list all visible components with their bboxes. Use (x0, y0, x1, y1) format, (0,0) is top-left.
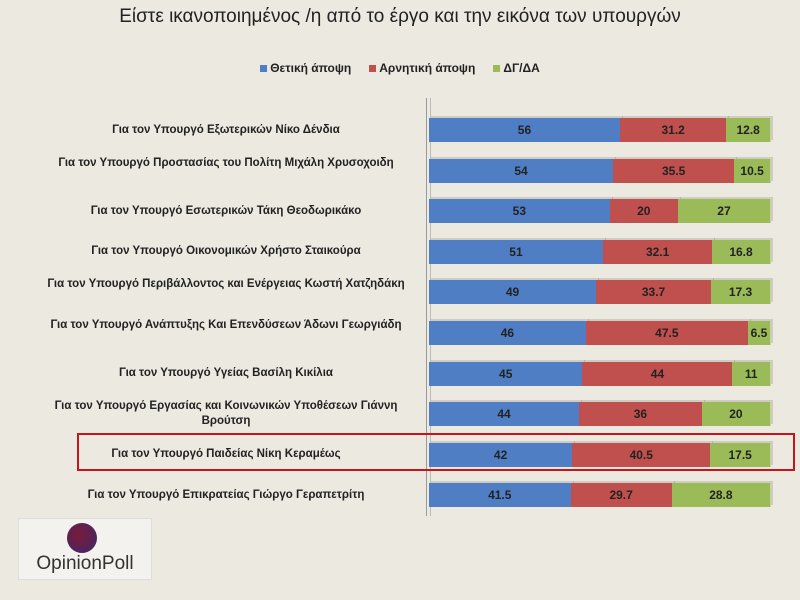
bar-segment (609, 199, 679, 224)
data-label: 54 (514, 163, 528, 178)
bar-segment (429, 199, 611, 224)
data-label: 33.7 (641, 285, 666, 300)
bar-segment (732, 361, 771, 386)
data-label: 47.5 (655, 326, 679, 340)
legend-item: ΔΓ/ΔΑ (493, 61, 540, 75)
bar-segment (579, 402, 703, 427)
bar-segment (671, 483, 771, 508)
category-label: Για τον Υπουργό Ανάπτυξης Και Επενδύσεων… (50, 319, 402, 331)
data-label: 6.5 (750, 326, 768, 340)
bar-segment (747, 321, 771, 345)
data-label: 42 (493, 447, 508, 462)
bar-segment (596, 280, 712, 305)
bar-segment (585, 321, 749, 345)
bar-segment (429, 483, 572, 508)
category-label: Για τον Υπουργό Εσωτερικών Τάκη Θεοδωρικ… (90, 204, 362, 217)
bar-segment (619, 118, 728, 142)
highlight-box (77, 433, 795, 471)
bar-segment (712, 239, 771, 264)
opinionpoll-logo: OpinionPoll (18, 518, 152, 580)
bar-segment (677, 199, 771, 224)
data-label: 31.2 (661, 123, 685, 137)
data-label: 32.1 (645, 244, 670, 259)
data-label: 16.8 (729, 244, 753, 259)
bar-segment (701, 402, 771, 427)
data-label: 41.5 (488, 488, 512, 503)
bar-segment (734, 158, 771, 183)
data-label: 20 (637, 204, 651, 219)
bar-segment (602, 239, 714, 264)
legend: Θετική άποψη Αρνητική άποψη ΔΓ/ΔΑ (0, 61, 800, 75)
data-label: 12.8 (736, 123, 760, 137)
data-label: 17.3 (728, 285, 753, 300)
category-label: Για τον Υπουργό Υγείας Βασίλη Κικίλια (119, 367, 333, 380)
category-label: Για τον Υπουργό Παιδείας Νίκη Κεραμέως (111, 448, 341, 461)
category-label: Για τον Υπουργό Εργασίας και Κοινωνικών … (54, 400, 398, 428)
category-label: Για τον Υπουργό Επικρατείας Γιώργο Γεραπ… (87, 488, 365, 501)
data-label: 40.5 (629, 447, 653, 462)
data-label: 44 (650, 366, 665, 381)
data-label: 45 (499, 366, 513, 381)
logo-text: OpinionPoll (36, 553, 134, 574)
y-axis-line (426, 98, 431, 516)
bar-segment (711, 280, 771, 305)
category-label: Για τον Υπουργό Περιβάλλοντος και Ενέργε… (47, 278, 405, 291)
legend-swatch (260, 65, 268, 73)
data-label: 27 (717, 204, 731, 219)
category-label: Για τον Υπουργό Εξωτερικών Νίκο Δένδια (112, 123, 340, 136)
bar-segment (429, 361, 584, 386)
data-label: 51 (509, 244, 523, 259)
data-label: 46 (500, 326, 515, 340)
bar-segment (429, 402, 581, 427)
data-label: 49 (505, 285, 520, 300)
data-label: 10.5 (740, 163, 764, 178)
legend-swatch (493, 65, 501, 73)
bar-segment (429, 158, 615, 183)
data-label: 35.5 (661, 163, 686, 178)
bar-segment (726, 118, 771, 142)
bar-segment (429, 239, 604, 264)
data-label: 28.8 (709, 488, 733, 503)
data-label: 20 (729, 407, 743, 422)
data-label: 11 (744, 366, 758, 381)
category-label: Για τον Υπουργό Οικονομικών Χρήστο Σταικ… (91, 245, 361, 258)
bar-segment (710, 442, 771, 467)
legend-label: ΔΓ/ΔΑ (503, 61, 540, 75)
data-label: 44 (497, 407, 511, 422)
category-label: Για τον Υπουργό Προστασίας του Πολίτη Μι… (58, 156, 394, 169)
bar-segment (429, 280, 598, 305)
bar-segment (613, 158, 736, 183)
legend-item: Θετική άποψη (260, 61, 351, 75)
chart-title: Είστε ικανοποιημένος /η από το έργο και … (119, 6, 681, 27)
legend-label: Θετική άποψη (270, 61, 352, 75)
data-label: 29.7 (609, 488, 633, 503)
bar-segment (429, 118, 621, 142)
data-label: 56 (517, 123, 532, 137)
legend-swatch (369, 65, 377, 73)
logo-circle-icon (67, 523, 97, 553)
data-label: 17.5 (728, 447, 752, 462)
bar-segment (429, 321, 587, 345)
data-label: 53 (512, 204, 527, 219)
data-label: 36 (633, 407, 648, 422)
bar-segment (582, 361, 734, 386)
legend-label: Αρνητική άποψη (379, 61, 476, 75)
legend-item: Αρνητική άποψη (369, 61, 475, 75)
